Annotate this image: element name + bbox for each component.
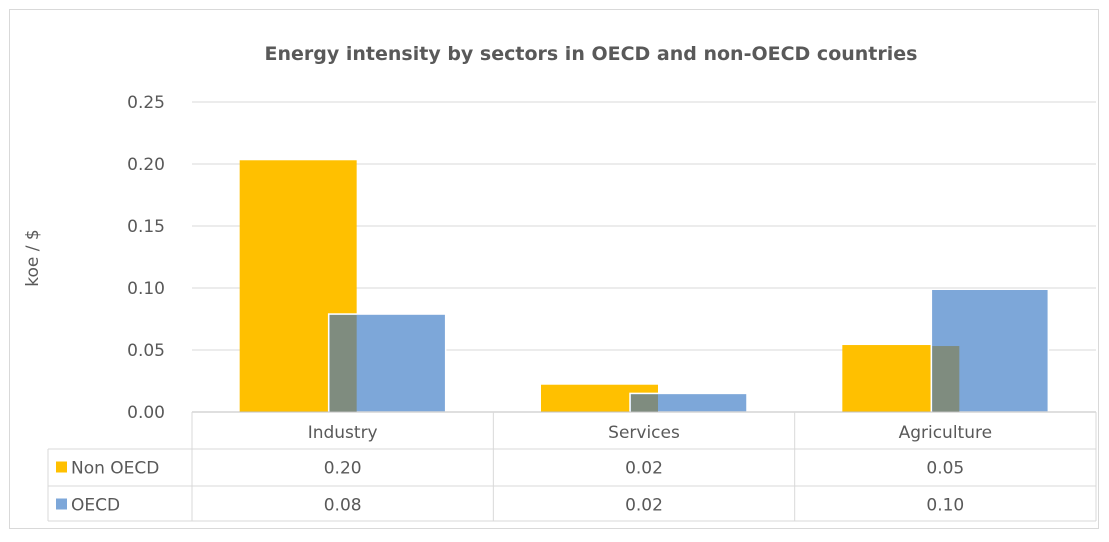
legend-label: OECD bbox=[71, 496, 120, 516]
table-cell-value: 0.02 bbox=[625, 459, 663, 479]
table-cell-value: 0.08 bbox=[324, 496, 362, 516]
legend-label: Non OECD bbox=[71, 459, 159, 479]
bar-overlap-agriculture bbox=[932, 346, 960, 412]
table-cell-value: 0.10 bbox=[926, 496, 964, 516]
y-tick-label: 0.10 bbox=[127, 279, 165, 299]
x-tick-label: Agriculture bbox=[899, 423, 993, 443]
legend-key-non-oecd bbox=[56, 461, 67, 473]
bar-overlap-services bbox=[631, 394, 658, 412]
x-tick-label: Industry bbox=[308, 423, 378, 443]
y-tick-label: 0.15 bbox=[127, 217, 165, 237]
chart-title: Energy intensity by sectors in OECD and … bbox=[265, 43, 918, 65]
bar-overlap-industry bbox=[329, 315, 357, 412]
x-tick-label: Services bbox=[608, 423, 680, 443]
y-tick-label: 0.00 bbox=[127, 403, 165, 423]
legend-key-oecd bbox=[56, 498, 67, 510]
y-tick-label: 0.20 bbox=[127, 155, 165, 175]
y-tick-label: 0.05 bbox=[127, 341, 165, 361]
y-tick-label: 0.25 bbox=[127, 93, 165, 113]
table-cell-value: 0.02 bbox=[625, 496, 663, 516]
chart-frame bbox=[9, 9, 1099, 529]
y-axis-label: koe / $ bbox=[23, 229, 43, 286]
table-cell-value: 0.20 bbox=[324, 459, 362, 479]
table-cell-value: 0.05 bbox=[926, 459, 964, 479]
